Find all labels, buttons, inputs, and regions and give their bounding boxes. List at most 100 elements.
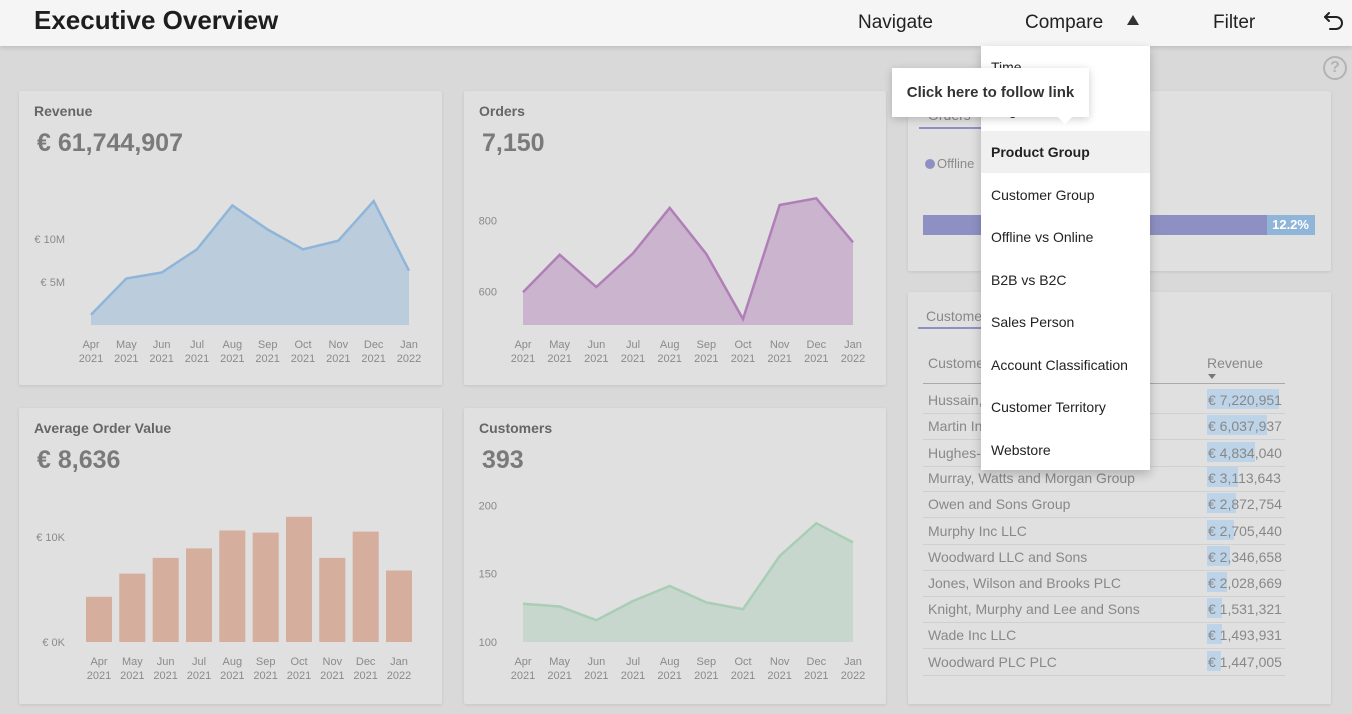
- compare-option-webstore[interactable]: Webstore: [991, 441, 1051, 458]
- customers-card[interactable]: Customers 393 100 150 200 Apr 2021 May 2021 Jun…: [464, 408, 886, 704]
- x-tick-label: 2021: [253, 670, 277, 682]
- row-divider: [923, 544, 1285, 545]
- table-row[interactable]: Woodward PLC PLC € 1,447,005: [908, 651, 1331, 678]
- revenue-card[interactable]: Revenue € 61,744,907 € 5M € 10M Apr 2021 May…: [19, 91, 442, 385]
- x-tick-label: 2021: [694, 670, 718, 682]
- sort-descending-icon[interactable]: [1208, 374, 1216, 379]
- revenue-column-header[interactable]: Revenue: [1207, 355, 1264, 371]
- orders-value: 7,150: [482, 129, 545, 157]
- x-tick-label: 2021: [153, 670, 177, 682]
- x-tick-label: 2021: [287, 670, 311, 682]
- series-line[interactable]: [522, 521, 854, 622]
- x-tick-label: Jun: [157, 656, 175, 668]
- filter-button[interactable]: Filter: [1213, 12, 1256, 33]
- customers-chart[interactable]: 100 150 200 Apr 2021 May 2021 Jun 2021 Jul 2021 Aug…: [464, 408, 886, 704]
- x-tick-label: 2021: [804, 353, 828, 365]
- follow-link-tooltip: Click here to follow link: [892, 68, 1089, 117]
- aov-card[interactable]: Average Order Value € 8,636 € 0K € 10K Apr…: [19, 408, 442, 704]
- top-bar: Executive Overview Navigate Compare Filt…: [0, 0, 1352, 46]
- table-row[interactable]: Wade Inc LLC € 1,493,931: [908, 624, 1331, 651]
- x-tick-label: Sep: [258, 339, 278, 351]
- bar[interactable]: [219, 530, 246, 643]
- row-divider: [923, 491, 1285, 492]
- x-tick-label: Dec: [807, 339, 827, 351]
- customer-name: Martin Inc: [928, 418, 990, 434]
- x-tick-label: Dec: [807, 656, 827, 668]
- x-tick-label: Dec: [364, 339, 384, 351]
- navigate-button[interactable]: Navigate: [858, 12, 933, 33]
- compare-option-b2b-vs-b2c[interactable]: B2B vs B2C: [991, 271, 1067, 288]
- bar[interactable]: [319, 557, 346, 642]
- x-tick-label: 2021: [804, 670, 828, 682]
- x-tick-label: 2021: [220, 670, 244, 682]
- compare-option-product-group[interactable]: Product Group: [981, 131, 1150, 173]
- back-arrow-icon[interactable]: [1322, 9, 1346, 33]
- table-row[interactable]: Martin Inc € 6,037,937: [908, 415, 1331, 442]
- x-tick-label: Nov: [770, 339, 790, 351]
- customer-name: Knight, Murphy and Lee and Sons: [928, 601, 1140, 617]
- orders-card[interactable]: Orders 7,150 600 800 Apr 2021 May 2021 Jun 2021…: [464, 91, 886, 385]
- customer-column-header[interactable]: Customer: [928, 355, 989, 371]
- series-line[interactable]: [522, 196, 854, 323]
- table-row[interactable]: Jones, Wilson and Brooks PLC € 2,028,669: [908, 572, 1331, 599]
- x-tick-label: Apr: [90, 656, 107, 668]
- compare-button[interactable]: Compare: [1025, 12, 1104, 33]
- customers-tab[interactable]: Customers: [926, 308, 994, 324]
- revenue-bar: [1207, 442, 1256, 462]
- x-tick-label: Apr: [82, 339, 99, 351]
- table-row[interactable]: Woodward LLC and Sons € 2,346,658: [908, 546, 1331, 573]
- x-tick-label: 2021: [511, 353, 535, 365]
- x-tick-label: Jul: [626, 339, 640, 351]
- bar[interactable]: [286, 516, 312, 642]
- x-tick-label: 2021: [767, 353, 791, 365]
- revenue-bar: [1207, 651, 1222, 671]
- x-tick-label: Aug: [223, 339, 243, 351]
- customer-name: Owen and Sons Group: [928, 496, 1071, 512]
- x-tick-label: May: [549, 339, 570, 351]
- bar[interactable]: [386, 570, 412, 643]
- revenue-bar: [1207, 415, 1268, 435]
- x-tick-label: 2021: [621, 670, 645, 682]
- table-row[interactable]: Murphy Inc LLC € 2,705,440: [908, 520, 1331, 547]
- bar[interactable]: [152, 557, 179, 642]
- x-tick-label: Jun: [587, 656, 605, 668]
- help-icon[interactable]: ?: [1323, 56, 1347, 80]
- table-row[interactable]: Murray, Watts and Morgan Group € 3,113,64…: [908, 467, 1331, 494]
- caret-up-icon[interactable]: [1127, 15, 1139, 25]
- x-tick-label: May: [549, 656, 570, 668]
- online-bar[interactable]: 12.2%: [1267, 215, 1315, 235]
- y-tick-label: € 10M: [34, 234, 65, 246]
- orders-chart[interactable]: 600 800 Apr 2021 May 2021 Jun 2021 Jul 2021 Aug 202…: [464, 91, 886, 385]
- revenue-chart[interactable]: € 5M € 10M Apr 2021 May 2021 Jun 2021 Jul 2021 Aug…: [19, 91, 442, 385]
- series-line[interactable]: [90, 198, 411, 316]
- x-tick-label: 2021: [511, 670, 535, 682]
- compare-option-sales-person[interactable]: Sales Person: [991, 314, 1075, 330]
- orders-title: Orders: [479, 103, 525, 119]
- compare-option-account-classification[interactable]: Account Classification: [991, 356, 1128, 373]
- bar[interactable]: [86, 596, 112, 642]
- x-tick-label: Nov: [323, 656, 343, 668]
- revenue-bar: [1207, 520, 1234, 540]
- table-row[interactable]: Owen and Sons Group € 2,872,754: [908, 493, 1331, 520]
- bar[interactable]: [252, 532, 279, 642]
- x-tick-label: 2022: [397, 353, 421, 365]
- y-tick-label: € 10K: [36, 532, 65, 544]
- compare-option-offline-vs-online[interactable]: Offline vs Online: [991, 229, 1094, 245]
- compare-option-customer-group[interactable]: Customer Group: [991, 186, 1095, 203]
- y-tick-label: € 5M: [41, 277, 65, 289]
- bar[interactable]: [119, 573, 146, 642]
- bar[interactable]: [352, 531, 379, 642]
- x-tick-label: 2021: [353, 670, 377, 682]
- x-tick-label: 2021: [584, 353, 608, 365]
- x-tick-label: Aug: [660, 339, 680, 351]
- revenue-value: € 2,872,754: [1208, 496, 1282, 512]
- x-tick-label: 2021: [120, 670, 144, 682]
- bar[interactable]: [186, 548, 212, 642]
- aov-chart[interactable]: € 0K € 10K Apr 2021 May 2021 Jun 2021 Jul 2021 Aug…: [19, 408, 442, 704]
- compare-option-customer-territory[interactable]: Customer Territory: [991, 399, 1106, 415]
- customers-title: Customers: [479, 420, 553, 436]
- customers-value: 393: [482, 446, 524, 474]
- x-tick-label: Oct: [734, 339, 751, 351]
- customer-name: Murray, Watts and Morgan Group: [928, 470, 1135, 486]
- table-row[interactable]: Knight, Murphy and Lee and Sons € 1,531,3…: [908, 598, 1331, 625]
